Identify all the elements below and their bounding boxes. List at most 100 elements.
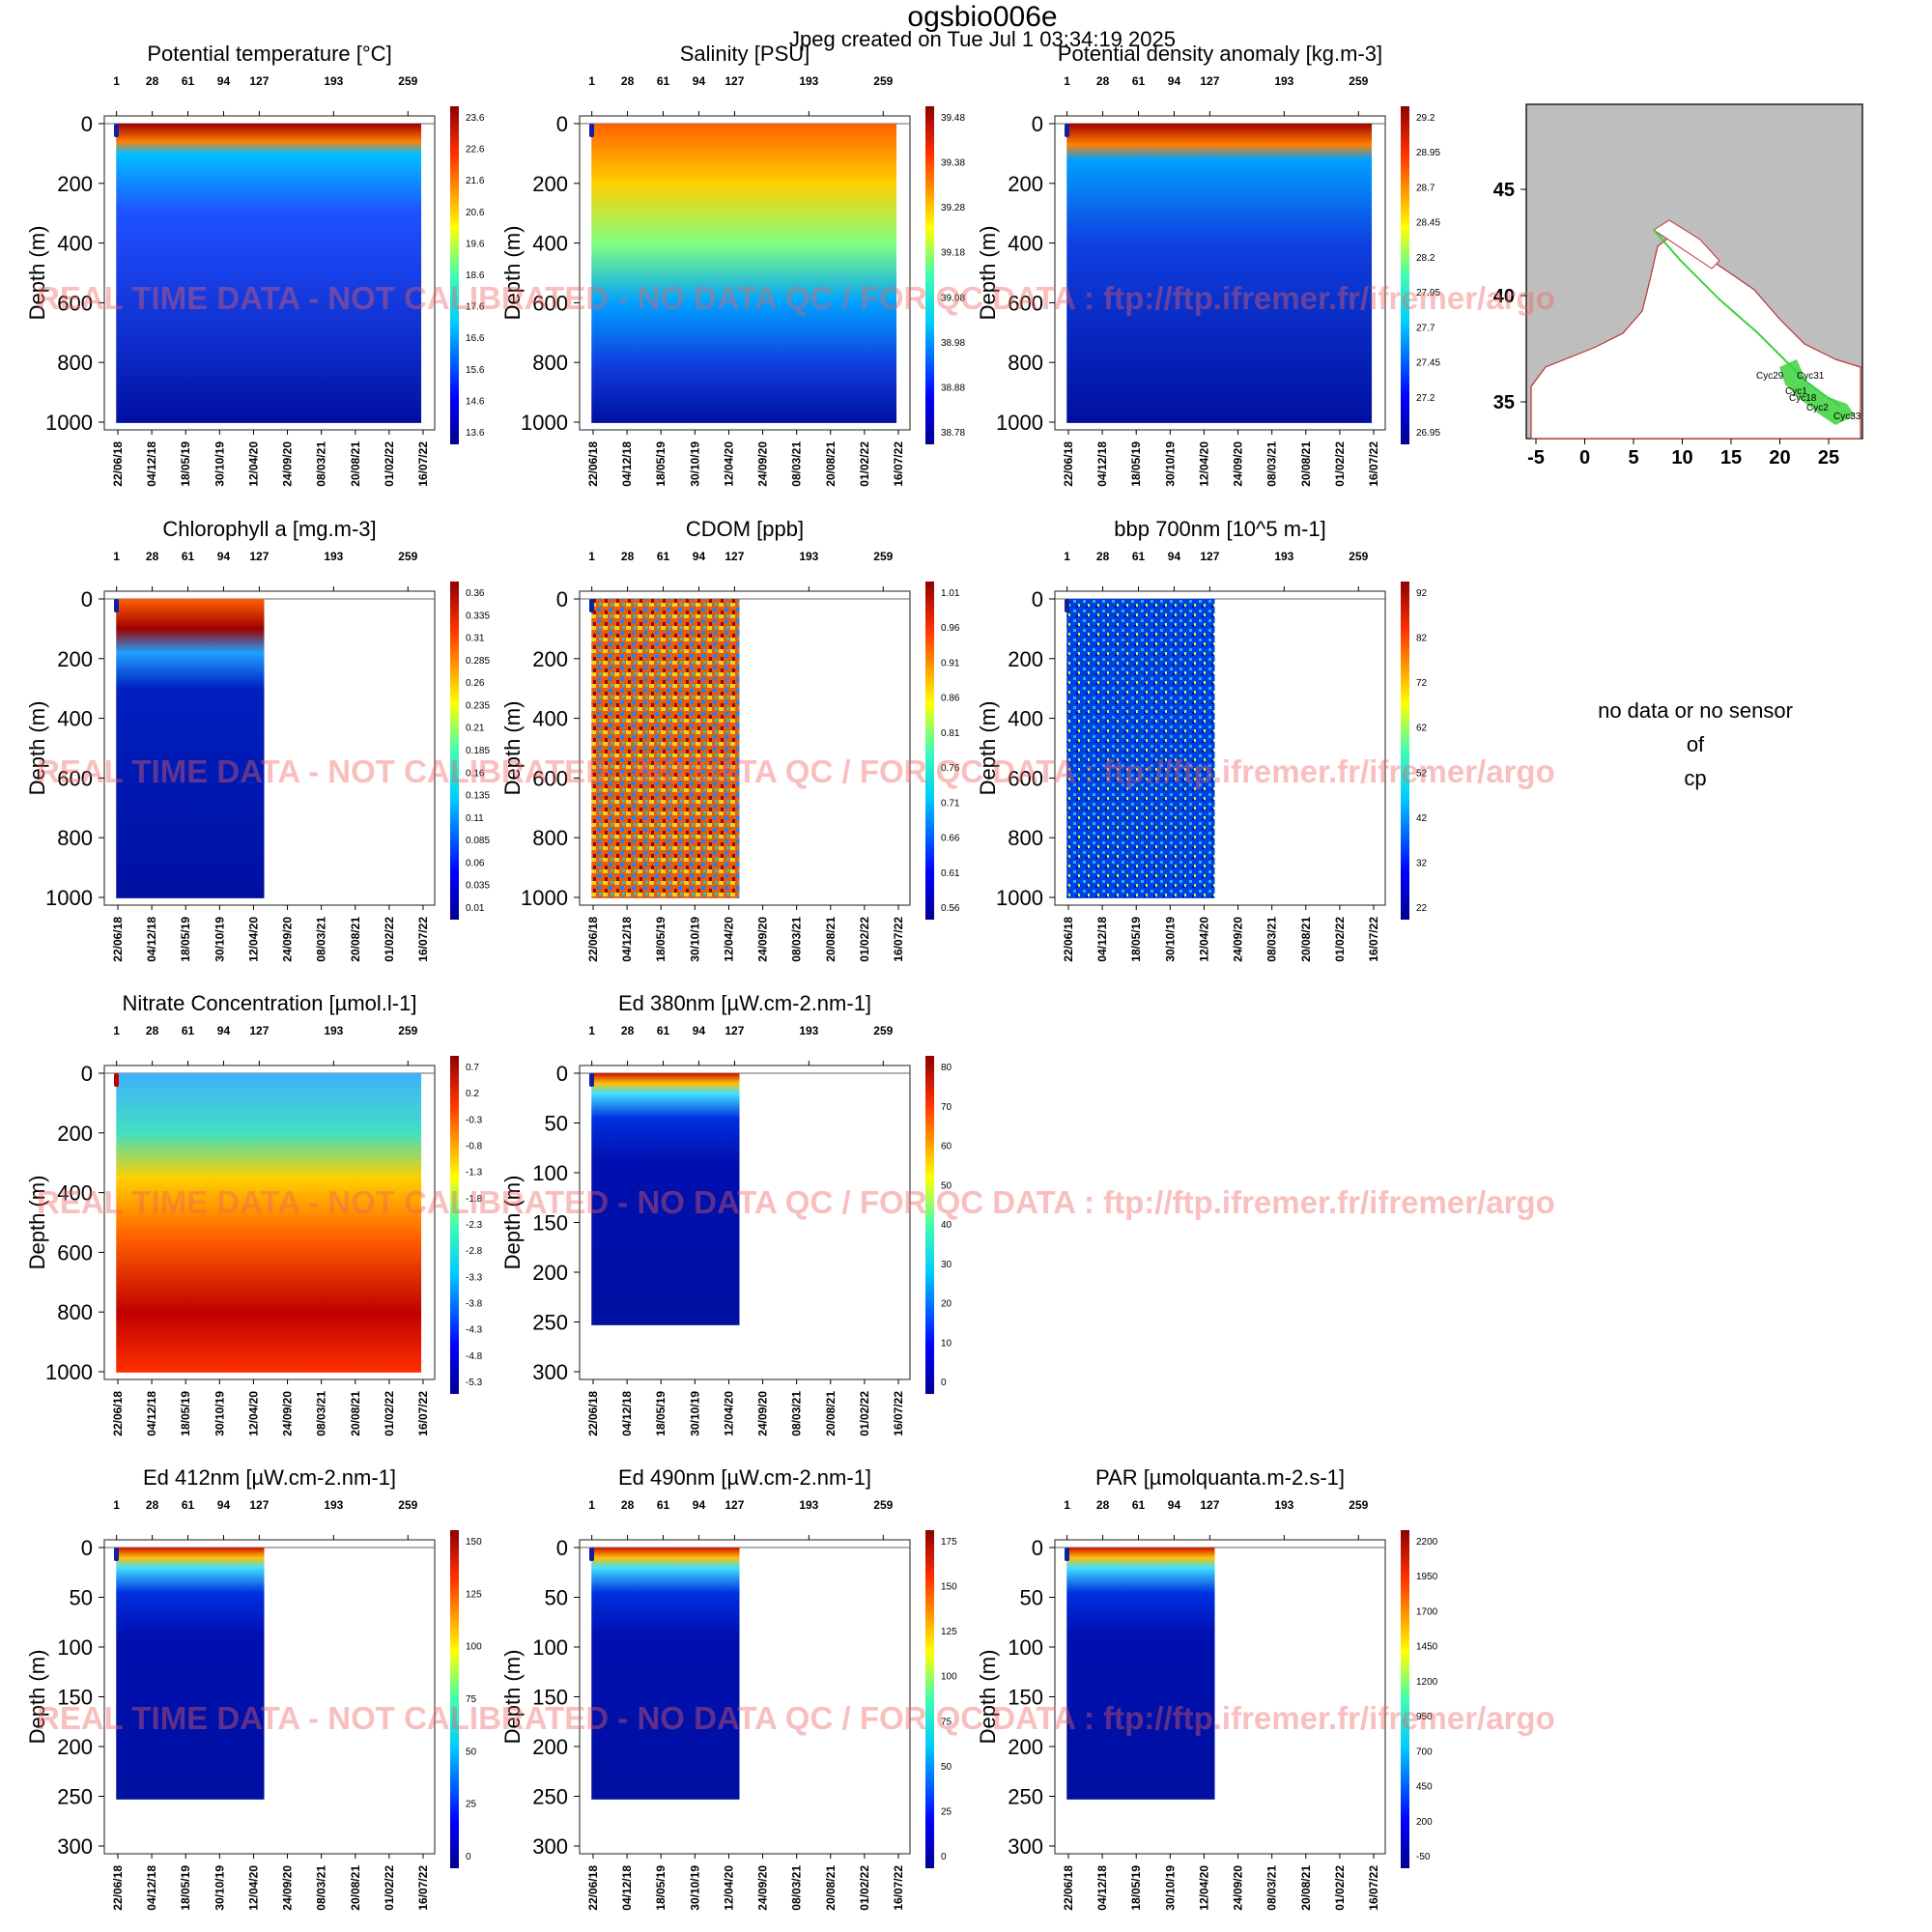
date-tick-label: 22/06/18 bbox=[586, 1865, 600, 1911]
top-tick-label: 94 bbox=[693, 1498, 706, 1512]
date-tick-label: 18/05/19 bbox=[179, 441, 192, 487]
y-tick-label: 200 bbox=[1008, 172, 1043, 196]
colorbar-label: 72 bbox=[1416, 678, 1428, 689]
colorbar-label: 26.95 bbox=[1416, 428, 1440, 439]
top-tick-label: 193 bbox=[324, 1498, 343, 1512]
colorbar-label: 0.21 bbox=[466, 724, 485, 734]
y-tick-label: 1000 bbox=[996, 886, 1043, 910]
first-profile-marker bbox=[114, 1548, 119, 1561]
y-tick-label: 800 bbox=[57, 1300, 93, 1324]
colorbar bbox=[925, 106, 934, 444]
date-tick-label: 16/07/22 bbox=[1367, 441, 1380, 487]
y-tick-label: 150 bbox=[532, 1686, 568, 1710]
colorbar-label: 38.78 bbox=[941, 428, 965, 439]
map-x-tick-label: 25 bbox=[1818, 447, 1839, 469]
colorbar bbox=[450, 106, 459, 444]
date-tick-label: 01/02/22 bbox=[858, 1391, 871, 1436]
data-fill bbox=[591, 599, 740, 898]
y-tick-label: 250 bbox=[57, 1785, 93, 1809]
date-tick-label: 04/12/18 bbox=[1095, 441, 1109, 487]
y-tick-label: 100 bbox=[532, 1161, 568, 1185]
colorbar-label: 21.6 bbox=[466, 176, 485, 186]
y-tick-label: 400 bbox=[532, 232, 568, 256]
y-tick-label: 400 bbox=[1008, 707, 1043, 731]
y-tick-label: 250 bbox=[532, 1785, 568, 1809]
y-tick-label: 200 bbox=[57, 1122, 93, 1146]
date-tick-label: 08/03/21 bbox=[790, 441, 804, 487]
colorbar-label: 1950 bbox=[1416, 1572, 1438, 1582]
top-tick-label: 259 bbox=[1349, 74, 1368, 88]
date-tick-label: 30/10/19 bbox=[688, 1865, 701, 1911]
date-tick-label: 18/05/19 bbox=[1129, 917, 1143, 962]
top-tick-label: 1 bbox=[113, 1024, 120, 1037]
panel-title: Potential density anomaly [kg.m-3] bbox=[1058, 42, 1382, 66]
colorbar-label: 0.335 bbox=[466, 611, 490, 621]
colorbar-label: 0.235 bbox=[466, 700, 490, 711]
map-x-tick-label: 15 bbox=[1720, 447, 1742, 469]
colorbar-label: 0.185 bbox=[466, 746, 490, 756]
date-tick-label: 24/09/20 bbox=[756, 917, 770, 962]
colorbar-label: 52 bbox=[1416, 768, 1428, 779]
date-tick-label: 18/05/19 bbox=[654, 1391, 668, 1436]
y-axis-label: Depth (m) bbox=[25, 1650, 49, 1745]
y-tick-label: 600 bbox=[1008, 291, 1043, 315]
top-tick-label: 1 bbox=[113, 1498, 120, 1512]
top-tick-label: 193 bbox=[324, 1024, 343, 1037]
colorbar-label: 25 bbox=[941, 1806, 952, 1817]
top-tick-label: 94 bbox=[1168, 1498, 1181, 1512]
colorbar-label: 14.6 bbox=[466, 396, 485, 407]
date-tick-label: 24/09/20 bbox=[281, 441, 295, 487]
date-tick-label: 22/06/18 bbox=[586, 917, 600, 962]
colorbar-label: 0.2 bbox=[466, 1089, 479, 1099]
top-tick-label: 193 bbox=[324, 550, 343, 563]
date-tick-label: 12/04/20 bbox=[246, 917, 260, 962]
y-tick-label: 200 bbox=[532, 647, 568, 671]
colorbar-label: 0.01 bbox=[466, 903, 485, 914]
colorbar bbox=[925, 582, 934, 920]
date-tick-label: 16/07/22 bbox=[1367, 1865, 1380, 1911]
date-tick-label: 16/07/22 bbox=[1367, 917, 1380, 962]
top-tick-label: 127 bbox=[249, 1024, 269, 1037]
colorbar-label: -0.8 bbox=[466, 1142, 483, 1152]
y-axis-label: Depth (m) bbox=[25, 226, 49, 321]
y-axis-label: Depth (m) bbox=[976, 1650, 1000, 1745]
colorbar-label: 28.95 bbox=[1416, 148, 1440, 158]
map-label-cyc31: Cyc31 bbox=[1797, 371, 1825, 382]
panel-title: PAR [µmolquanta.m-2.s-1] bbox=[1095, 1465, 1345, 1490]
top-tick-label: 193 bbox=[799, 74, 818, 88]
top-tick-label: 28 bbox=[146, 550, 159, 563]
top-tick-label: 1 bbox=[1064, 1498, 1070, 1512]
colorbar-label: 0.71 bbox=[941, 798, 960, 809]
date-tick-label: 20/08/21 bbox=[824, 441, 838, 487]
y-tick-label: 50 bbox=[70, 1586, 93, 1610]
date-tick-label: 22/06/18 bbox=[1062, 1865, 1075, 1911]
date-tick-label: 30/10/19 bbox=[1163, 441, 1177, 487]
top-tick-label: 61 bbox=[657, 74, 670, 88]
date-tick-label: 16/07/22 bbox=[892, 917, 905, 962]
y-tick-label: 200 bbox=[532, 172, 568, 196]
date-tick-label: 12/04/20 bbox=[1197, 1865, 1210, 1911]
top-tick-label: 28 bbox=[1096, 74, 1110, 88]
date-tick-label: 30/10/19 bbox=[213, 1391, 226, 1436]
top-tick-label: 94 bbox=[217, 1024, 231, 1037]
top-tick-label: 127 bbox=[724, 74, 744, 88]
top-tick-label: 28 bbox=[146, 1024, 159, 1037]
colorbar-label: 0.36 bbox=[466, 588, 485, 599]
colorbar-label: 0.285 bbox=[466, 656, 490, 667]
top-tick-label: 259 bbox=[1349, 550, 1368, 563]
date-tick-label: 18/05/19 bbox=[654, 917, 668, 962]
map-label-cyc1: Cyc1 bbox=[1785, 386, 1807, 397]
colorbar-label: 125 bbox=[941, 1627, 957, 1637]
colorbar-label: 23.6 bbox=[466, 113, 485, 124]
colorbar-label: 42 bbox=[1416, 813, 1428, 824]
top-tick-label: 94 bbox=[693, 1024, 706, 1037]
colorbar-label: 0 bbox=[941, 1852, 947, 1862]
y-tick-label: 0 bbox=[556, 1062, 568, 1086]
y-tick-label: 600 bbox=[532, 766, 568, 790]
top-tick-label: 28 bbox=[146, 74, 159, 88]
watermark-row-4: REAL TIME DATA - NOT CALIBRATED - NO DAT… bbox=[37, 1700, 1555, 1736]
colorbar-label: 0.31 bbox=[466, 634, 485, 644]
y-tick-label: 0 bbox=[81, 587, 93, 611]
top-tick-label: 259 bbox=[1349, 1498, 1368, 1512]
top-tick-label: 127 bbox=[724, 1024, 744, 1037]
